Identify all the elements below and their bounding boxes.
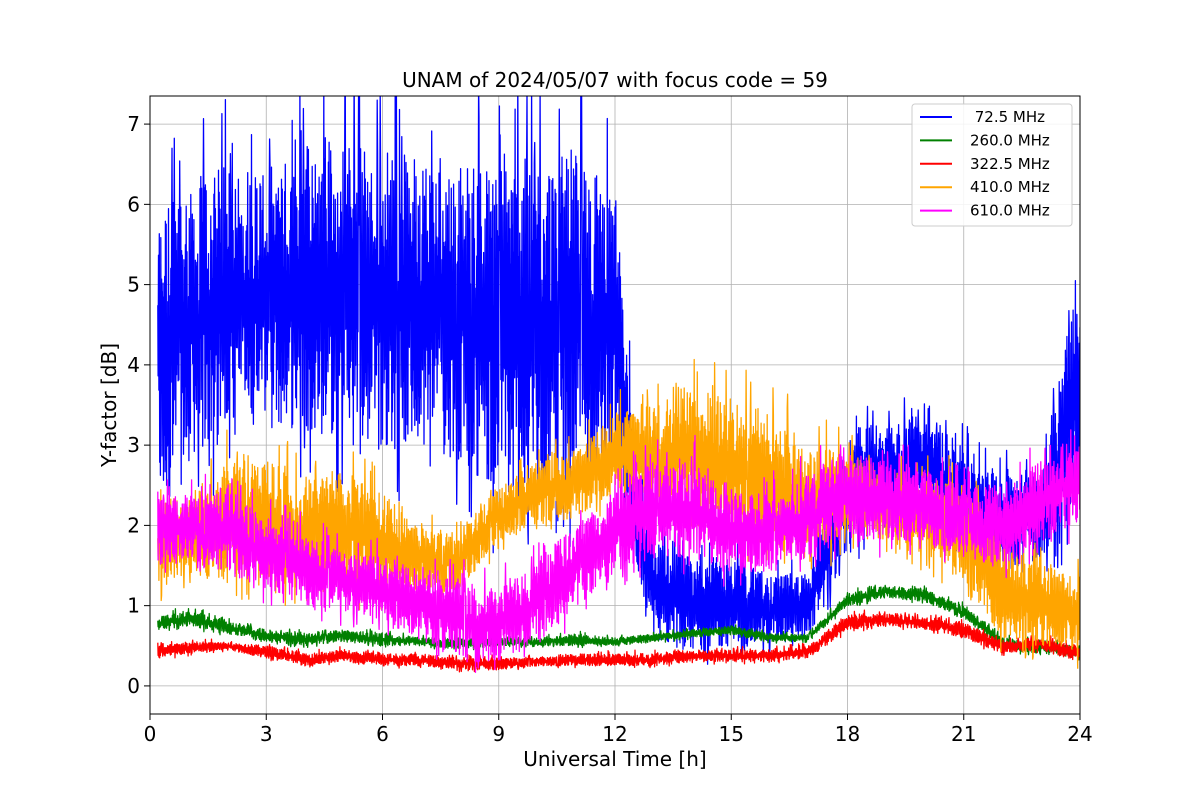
x-axis-label: Universal Time [h] [523, 747, 706, 771]
x-tick-label: 6 [376, 722, 389, 746]
legend-label: 72.5 MHz [970, 108, 1045, 126]
chart-title: UNAM of 2024/05/07 with focus code = 59 [402, 68, 828, 92]
x-tick-label: 9 [492, 722, 505, 746]
y-tick-label: 5 [127, 273, 140, 297]
series-group [157, 96, 1080, 674]
series-line-0 [157, 96, 1080, 665]
legend-label: 410.0 MHz [970, 178, 1050, 196]
x-tick-label: 18 [835, 722, 860, 746]
series-line-3 [157, 358, 1080, 669]
y-tick-label: 6 [127, 192, 140, 216]
y-tick-label: 1 [127, 594, 140, 618]
y-tick-label: 2 [127, 513, 140, 537]
x-tick-label: 3 [260, 722, 273, 746]
y-tick-label: 7 [127, 112, 140, 136]
x-tick-label: 21 [951, 722, 976, 746]
y-tick-label: 3 [127, 433, 140, 457]
y-tick-label: 4 [127, 353, 140, 377]
x-tick-label: 15 [719, 722, 744, 746]
series-line-4 [157, 429, 1080, 674]
x-tick-label: 24 [1067, 722, 1092, 746]
series-line-1 [157, 584, 1080, 661]
legend-box [911, 103, 1073, 227]
legend-label: 260.0 MHz [970, 131, 1050, 149]
series-line-2 [157, 609, 1080, 673]
x-tick-label: 0 [144, 722, 157, 746]
legend: 72.5 MHz 260.0 MHz 322.5 MHz 410.0 MHz 610.0… [911, 103, 1073, 227]
legend-label: 322.5 MHz [970, 155, 1050, 173]
y-axis-label: Y-factor [dB] [97, 343, 121, 468]
legend-label: 610.0 MHz [970, 202, 1050, 220]
x-tick-label: 12 [602, 722, 627, 746]
y-tick-label: 0 [127, 674, 140, 698]
